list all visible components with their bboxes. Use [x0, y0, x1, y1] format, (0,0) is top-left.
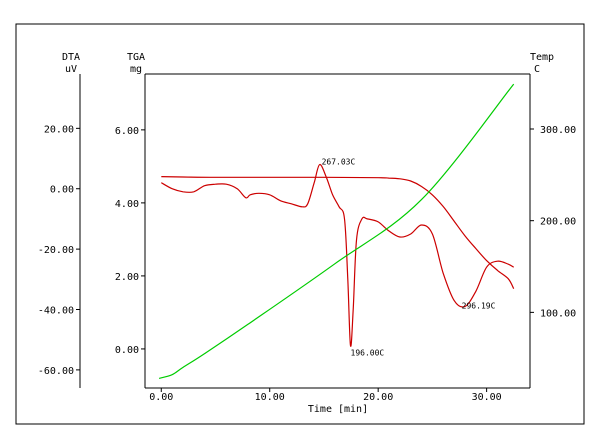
x-tick-label: 30.00 [472, 392, 502, 403]
tga-curve [161, 176, 515, 289]
temperature-curve [158, 83, 515, 379]
x-tick-label: 20.00 [363, 392, 393, 403]
dta-tick-label: 0.00 [50, 185, 74, 196]
peak-annotation: 267.03C [322, 158, 356, 167]
temp-tick-label: 200.00 [540, 217, 576, 228]
outer-frame [15, 23, 585, 425]
temp-tick-label: 300.00 [540, 125, 576, 136]
temp-tick-label: 100.00 [540, 308, 576, 319]
tga-tick-label: 2.00 [115, 272, 139, 283]
x-tick-label: 10.00 [255, 392, 285, 403]
peak-annotation: 196.00C [351, 349, 385, 358]
tga-axis-unit: mg [130, 64, 142, 75]
tga-axis-title: TGA [127, 52, 145, 63]
dta-tick-label: -60.00 [38, 366, 74, 377]
dta-curve [161, 163, 515, 347]
x-tick-label: 0.00 [149, 392, 173, 403]
dta-axis-unit: uV [65, 64, 77, 75]
dta-axis-title: DTA [62, 52, 80, 63]
peak-annotation: 296.19C [462, 301, 496, 310]
x-axis-title: Time [min] [308, 404, 368, 415]
tga-tick-label: 6.00 [115, 126, 139, 137]
dta-tick-label: -40.00 [38, 306, 74, 317]
dta-tick-label: 20.00 [44, 124, 74, 135]
temp-axis-title: Temp [530, 52, 554, 63]
tga-tick-label: 4.00 [115, 199, 139, 210]
dta-tick-label: -20.00 [38, 245, 74, 256]
tga-tick-label: 0.00 [115, 345, 139, 356]
temp-axis-unit: C [534, 64, 540, 75]
